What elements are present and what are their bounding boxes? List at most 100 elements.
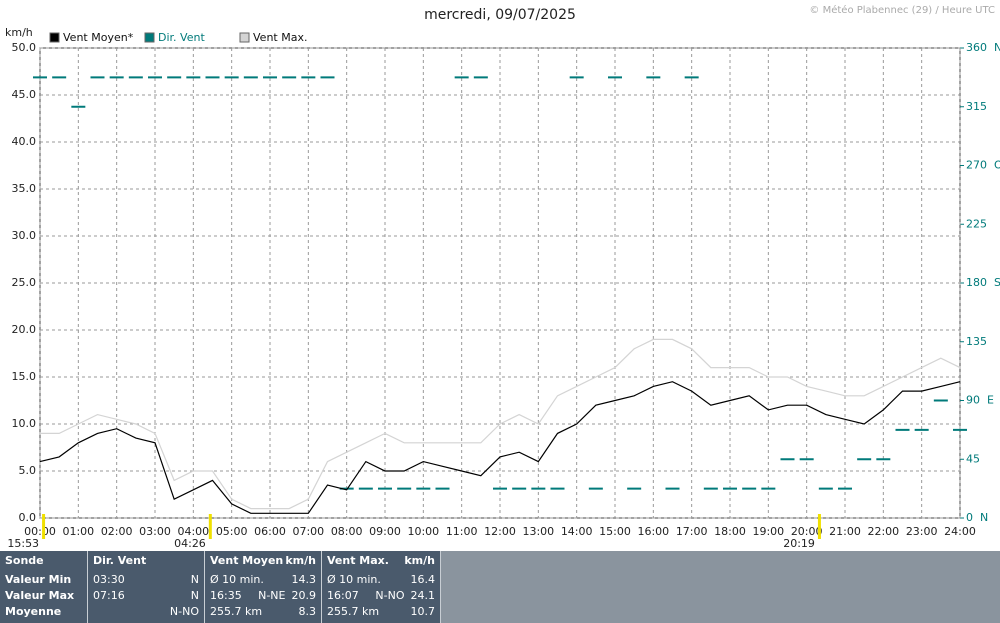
table-cell: 16:35 bbox=[210, 588, 242, 602]
direction-mark bbox=[52, 76, 67, 79]
direction-mark bbox=[780, 458, 795, 461]
y-tick-label: 0.0 bbox=[19, 511, 37, 524]
x-tick-label: 14:00 bbox=[561, 525, 593, 538]
x-tick-label: 00:00 bbox=[24, 525, 56, 538]
table-cell: 03:30 bbox=[93, 572, 125, 586]
x-tick-label: 23:00 bbox=[906, 525, 938, 538]
table-cell: Ø 10 min. bbox=[327, 572, 381, 586]
table-cell: 8.3 bbox=[298, 604, 317, 618]
table-cell: 24.1 bbox=[410, 588, 436, 602]
x-tick-label: 13:00 bbox=[522, 525, 554, 538]
x-tick-label: 18:00 bbox=[714, 525, 746, 538]
annotation-label: 15:53 bbox=[7, 537, 39, 550]
credit: © Météo Plabennec (29) / Heure UTC bbox=[809, 4, 995, 16]
direction-mark bbox=[416, 487, 431, 490]
direction-mark bbox=[33, 76, 47, 79]
y2-tick-label: 0 N bbox=[966, 511, 988, 524]
column-header: Vent Moyen km/h bbox=[210, 554, 316, 571]
direction-mark bbox=[799, 458, 814, 461]
x-tick-label: 02:00 bbox=[101, 525, 133, 538]
direction-mark bbox=[358, 487, 373, 490]
direction-mark bbox=[205, 76, 220, 79]
table-cell: N bbox=[190, 572, 199, 586]
direction-mark bbox=[282, 76, 297, 79]
direction-mark bbox=[569, 76, 584, 79]
table-row: Valeur Max bbox=[5, 587, 82, 603]
table-column: Vent Max. km/h Ø 10 min. 16.4 16:07 N-NO 24.1 2… bbox=[322, 551, 441, 623]
direction-mark bbox=[128, 76, 143, 79]
direction-mark bbox=[723, 487, 737, 490]
header-title: Vent Moyen bbox=[210, 554, 284, 567]
x-tick-label: 20:00 bbox=[791, 525, 823, 538]
y-tick-label: 30.0 bbox=[12, 229, 37, 242]
table-row: 16:35 N-NE 20.9 bbox=[210, 587, 316, 603]
x-tick-label: 24:00 bbox=[944, 525, 976, 538]
direction-mark bbox=[512, 487, 527, 490]
table-cell: 07:16 bbox=[93, 588, 125, 602]
direction-mark bbox=[263, 76, 277, 79]
direction-mark bbox=[876, 458, 891, 461]
table-cell: 20.9 bbox=[291, 588, 317, 602]
y-axis-label: km/h bbox=[5, 26, 33, 39]
legend-swatch bbox=[49, 32, 60, 43]
stats-table: Sonde Valeur Min Valeur Max Moyenne Dir. Ven… bbox=[0, 551, 1000, 623]
y-tick-label: 5.0 bbox=[19, 464, 37, 477]
direction-mark bbox=[90, 76, 105, 79]
legend-label: Dir. Vent bbox=[158, 31, 205, 44]
direction-mark bbox=[493, 487, 507, 490]
table-cell: N-NO bbox=[375, 588, 405, 602]
legend-label: Vent Max. bbox=[253, 31, 307, 44]
direction-mark bbox=[953, 428, 967, 431]
direction-mark bbox=[454, 76, 469, 79]
y2-tick-label: 360 N bbox=[966, 41, 1000, 54]
y-tick-label: 20.0 bbox=[12, 323, 37, 336]
legend-swatch bbox=[144, 32, 155, 43]
direction-mark bbox=[378, 487, 392, 490]
x-tick-label: 21:00 bbox=[829, 525, 861, 538]
direction-mark bbox=[473, 76, 488, 79]
table-cell: N-NO bbox=[169, 604, 199, 618]
annotation-label: 20:19 bbox=[783, 537, 815, 550]
x-tick-label: 17:00 bbox=[676, 525, 708, 538]
direction-mark bbox=[243, 76, 258, 79]
y2-tick-label: 45 bbox=[966, 452, 980, 465]
table-cell: Moyenne bbox=[5, 604, 62, 618]
x-tick-label: 06:00 bbox=[254, 525, 286, 538]
direction-mark bbox=[818, 487, 833, 490]
y-tick-label: 15.0 bbox=[12, 370, 37, 383]
table-row: 07:16 N bbox=[93, 587, 199, 603]
x-tick-label: 22:00 bbox=[867, 525, 899, 538]
y-tick-label: 10.0 bbox=[12, 417, 37, 430]
table-cell: 255.7 km bbox=[210, 604, 263, 618]
direction-mark bbox=[665, 487, 680, 490]
direction-mark bbox=[608, 76, 622, 79]
direction-mark bbox=[761, 487, 776, 490]
x-tick-label: 19:00 bbox=[752, 525, 784, 538]
direction-mark bbox=[186, 76, 201, 79]
time-marker bbox=[817, 514, 821, 539]
y2-tick-label: 225 bbox=[966, 217, 987, 230]
time-marker bbox=[208, 514, 212, 539]
table-column: Sonde Valeur Min Valeur Max Moyenne bbox=[0, 551, 88, 623]
table-cell: 16.4 bbox=[410, 572, 436, 586]
y2-tick-label: 90 E bbox=[966, 394, 994, 407]
table-row: Ø 10 min. 14.3 bbox=[210, 571, 316, 587]
direction-mark bbox=[109, 76, 124, 79]
column-header: Sonde bbox=[5, 554, 82, 571]
direction-mark bbox=[148, 76, 162, 79]
table-cell: 255.7 km bbox=[327, 604, 380, 618]
direction-mark bbox=[531, 487, 546, 490]
header-title: Dir. Vent bbox=[93, 554, 147, 567]
direction-mark bbox=[320, 76, 335, 79]
table-cell: N bbox=[190, 588, 199, 602]
table-cell: N-NE bbox=[258, 588, 286, 602]
direction-mark bbox=[435, 487, 450, 490]
x-tick-label: 15:00 bbox=[599, 525, 631, 538]
y-tick-label: 25.0 bbox=[12, 276, 37, 289]
direction-mark bbox=[167, 76, 182, 79]
y2-tick-label: 180 S bbox=[966, 276, 1000, 289]
series-line bbox=[39, 381, 961, 514]
legend-label: Vent Moyen* bbox=[63, 31, 134, 44]
header-unit: km/h bbox=[285, 554, 316, 567]
